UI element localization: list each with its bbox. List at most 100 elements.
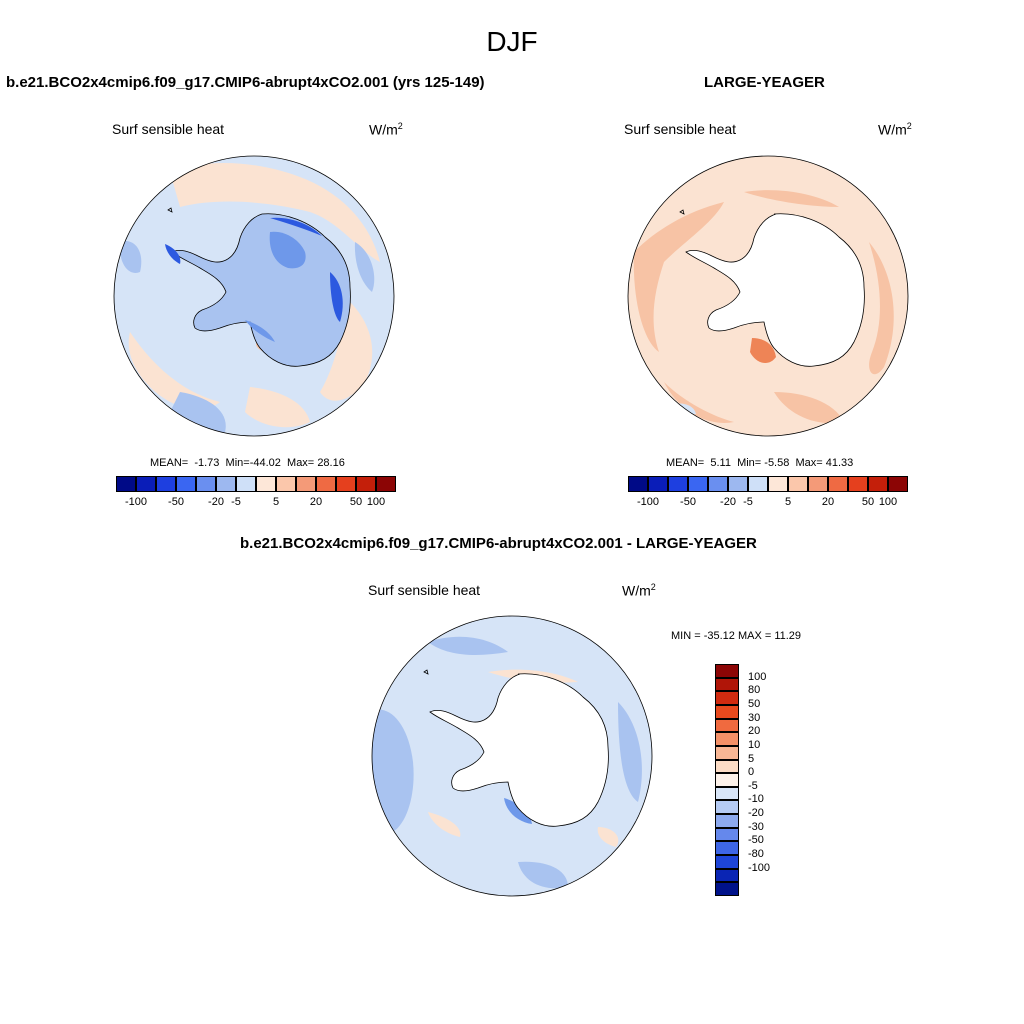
colorbar-swatch (715, 691, 739, 705)
colorbar-tick-label: 100 (878, 496, 898, 508)
obs-units-label: W/m2 (878, 121, 912, 138)
colorbar-tick-label: 100 (748, 670, 767, 683)
colorbar-tick-label: 100 (366, 496, 386, 508)
colorbar-tick-label: -5 (231, 496, 241, 508)
obs-variable-label: Surf sensible heat (624, 121, 737, 137)
colorbar-swatch (715, 759, 739, 774)
obs-warm-patch (633, 202, 724, 352)
colorbar-swatch (808, 476, 828, 492)
colorbar-tick-label: -80 (748, 848, 764, 861)
colorbar-swatch (648, 476, 668, 492)
obs-case-title: LARGE-YEAGER (704, 74, 825, 91)
colorbar-swatch (715, 868, 739, 883)
colorbar-swatch (715, 827, 739, 842)
page-title: DJF (486, 26, 538, 57)
colorbar-tick-label: 50 (861, 496, 875, 508)
colorbar-swatch (196, 476, 216, 492)
obs-stats: MEAN= 5.11 Min= -5.58 Max= 41.33 (666, 457, 854, 469)
test-island-outline (167, 207, 173, 213)
test-units-label: W/m2 (369, 121, 403, 138)
obs-warm-patch (664, 382, 734, 423)
obs-hot-patch (750, 338, 776, 364)
colorbar-tick-label: -20 (720, 496, 736, 508)
colorbar-tick-label: 10 (748, 738, 761, 751)
colorbar-swatch (715, 841, 739, 856)
diff-polar-map (371, 615, 653, 897)
diff-map-border (371, 615, 653, 897)
diff-colorbar-ticks: 100 80 50 30 20 10 5 0 -5 -10 -20 -30 -50 -80 -100 (748, 664, 788, 896)
test-cool-patch (119, 241, 142, 273)
obs-island-outline (635, 231, 641, 239)
diff-variable-label: Surf sensible heat (368, 582, 481, 598)
diff-units-label: W/m2 (622, 582, 656, 599)
colorbar-swatch (728, 476, 748, 492)
colorbar-tick-label: -30 (748, 820, 764, 833)
diff-case-title: b.e21.BCO2x4cmip6.f09_g17.CMIP6-abrupt4x… (240, 535, 757, 552)
colorbar-tick-label: 80 (748, 684, 761, 697)
colorbar-swatch (176, 476, 196, 492)
diff-island-outline (423, 669, 429, 675)
colorbar-swatch (715, 732, 739, 746)
colorbar-swatch (708, 476, 728, 492)
colorbar-tick-label: 30 (748, 711, 761, 724)
colorbar-tick-label: -5 (743, 496, 753, 508)
test-colorbar-ticks: -100 -50 -20 -5 5 20 50 100 (116, 496, 396, 510)
colorbar-swatch (336, 476, 356, 492)
test-polar-map (113, 155, 395, 437)
colorbar-swatch (356, 476, 376, 492)
colorbar-tick-label: -100 (124, 496, 148, 508)
test-case-title: b.e21.BCO2x4cmip6.f09_g17.CMIP6-abrupt4x… (6, 74, 485, 91)
colorbar-swatch (715, 704, 739, 719)
test-warm-patch (245, 387, 310, 428)
colorbar-swatch (828, 476, 848, 492)
colorbar-swatch (216, 476, 236, 492)
test-warm-patch (320, 302, 373, 401)
colorbar-swatch (768, 476, 788, 492)
colorbar-tick-label: 50 (748, 697, 761, 710)
obs-polar-map (627, 155, 909, 437)
obs-warm-patch (774, 392, 844, 424)
colorbar-tick-label: -50 (748, 834, 764, 847)
colorbar-tick-label: 5 (272, 496, 280, 508)
diff-warm-patch (428, 619, 450, 629)
diff-island-outline (379, 691, 385, 699)
diff-cool-patch (518, 861, 568, 889)
test-cool-patch (269, 231, 306, 269)
colorbar-swatch (715, 745, 739, 760)
colorbar-swatch (888, 476, 908, 492)
test-cool-patch (245, 320, 275, 342)
colorbar-swatch (848, 476, 868, 492)
colorbar-tick-label: -100 (636, 496, 660, 508)
test-warm-patch (170, 162, 380, 262)
colorbar-tick-label: -100 (748, 861, 771, 874)
colorbar-tick-label: -50 (168, 496, 184, 508)
diff-minmax-text: MIN = -35.12 MAX = 11.29 (671, 630, 802, 642)
colorbar-tick-label: 5 (748, 752, 755, 765)
obs-warm-patch (869, 242, 894, 375)
diff-warm-patch (597, 827, 619, 847)
obs-island-outline (679, 209, 685, 215)
colorbar-swatch (256, 476, 276, 492)
colorbar-swatch (748, 476, 768, 492)
colorbar-swatch (276, 476, 296, 492)
test-deep-blue-edge (270, 217, 322, 236)
obs-colorbar (628, 476, 908, 492)
colorbar-tick-label: -20 (208, 496, 224, 508)
colorbar-swatch (715, 855, 739, 869)
obs-warm-patch (744, 190, 839, 207)
colorbar-swatch (715, 786, 739, 801)
diff-cool-patch (504, 798, 532, 824)
colorbar-swatch (156, 476, 176, 492)
colorbar-swatch (715, 800, 739, 815)
colorbar-tick-label: -5 (748, 779, 758, 792)
colorbar-swatch (628, 476, 648, 492)
colorbar-swatch (715, 773, 739, 787)
colorbar-swatch (296, 476, 316, 492)
test-map-border (113, 155, 395, 437)
colorbar-tick-label: 20 (309, 496, 323, 508)
test-colorbar (116, 476, 396, 492)
colorbar-swatch (788, 476, 808, 492)
test-antarctica-field (171, 213, 351, 367)
colorbar-tick-label: 20 (748, 725, 761, 738)
colorbar-swatch (116, 476, 136, 492)
